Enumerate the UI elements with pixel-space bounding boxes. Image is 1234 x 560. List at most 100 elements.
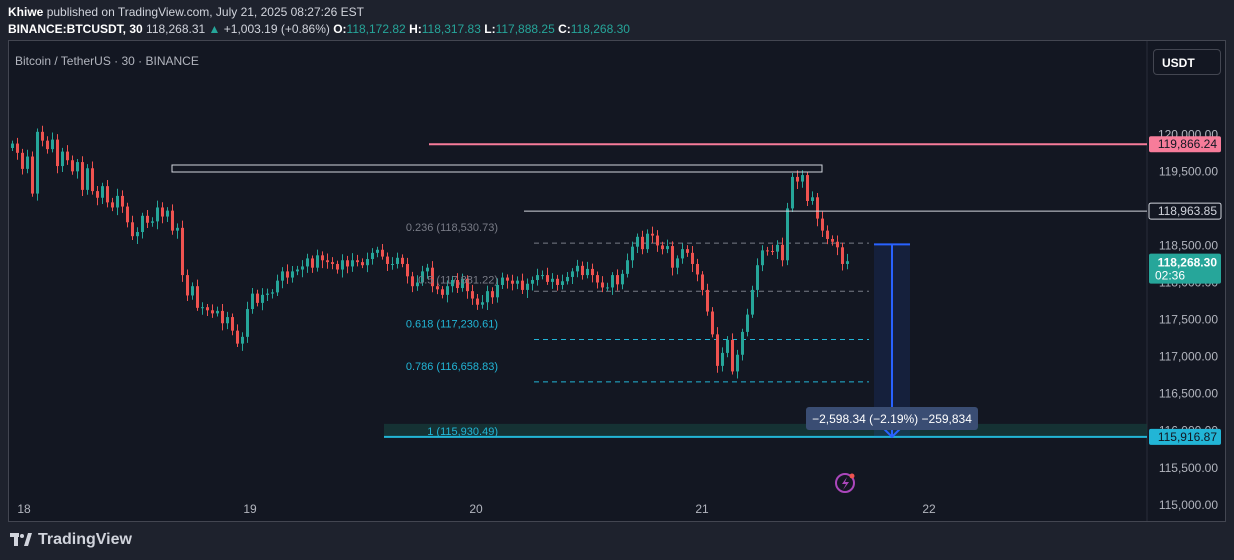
candle-body (26, 156, 29, 169)
current-price-tag: 118,268.30 (1158, 256, 1218, 270)
candle-body (366, 259, 369, 266)
candle-body (401, 257, 404, 264)
white-price-tag: 118,963.85 (1158, 204, 1217, 218)
candle-body (51, 139, 54, 150)
notification-dot (849, 473, 855, 479)
candle-body (331, 262, 334, 264)
y-tick-label: 118,500.00 (1159, 238, 1218, 252)
candle-body (741, 331, 744, 355)
ohlc-legend: BINANCE:BTCUSDT, 30 118,268.31 ▲ +1,003.… (8, 22, 630, 36)
candle-body (471, 291, 474, 299)
candle-body (601, 282, 604, 288)
candle-body (586, 268, 589, 276)
candle-body (156, 207, 159, 222)
candle-body (801, 175, 804, 182)
candle-body (791, 176, 794, 209)
candle-body (521, 280, 524, 290)
lightning-icon (835, 473, 855, 493)
candle-body (581, 265, 584, 276)
candle-body (346, 260, 349, 267)
target-price-tag: 115,916.87 (1158, 430, 1217, 444)
candle-body (461, 278, 464, 289)
candle-body (136, 232, 139, 237)
candle-body (181, 227, 184, 276)
y-tick-label: 116,500.00 (1159, 387, 1218, 401)
candle-body (466, 278, 469, 292)
chart-canvas[interactable]: 120,000.00119,500.00119,000.00118,500.00… (9, 41, 1225, 521)
measure-arrow-head (882, 427, 902, 439)
candle-body (81, 162, 84, 190)
candle-body (716, 334, 719, 366)
candle-body (576, 265, 579, 272)
candle-body (811, 197, 814, 201)
tradingview-brand[interactable]: TradingView (10, 531, 132, 549)
close-label: C: (558, 22, 571, 36)
candle-body (666, 246, 669, 250)
candle-body (266, 293, 269, 295)
measure-label-bg (806, 407, 978, 430)
candle-body (536, 275, 539, 281)
up-arrow-icon: ▲ (208, 22, 221, 36)
candle-body (541, 275, 544, 277)
candle-body (246, 309, 249, 337)
candle-body (621, 273, 624, 285)
candle-body (766, 250, 769, 252)
candle-body (606, 287, 609, 289)
chart-area[interactable]: 120,000.00119,500.00119,000.00118,500.00… (8, 40, 1226, 522)
tradingview-logo-icon (10, 533, 32, 546)
candle-body (326, 260, 329, 263)
candle-body (626, 260, 629, 274)
fib-label: 0.618 (117,230.61) (406, 319, 498, 331)
publish-info: published on TradingView.com, July 21, 2… (46, 5, 365, 19)
candle-body (256, 293, 259, 303)
candle-body (361, 262, 364, 266)
candle-body (476, 298, 479, 305)
fib-label: 1 (115,930.49) (427, 426, 498, 438)
brand-name: TradingView (38, 531, 132, 548)
low-label: L: (484, 22, 496, 36)
candle-body (311, 258, 314, 268)
candle-body (196, 286, 199, 308)
candle-body (566, 276, 569, 282)
candle-body (336, 263, 339, 270)
resistance-price-tag: 119,866.24 (1158, 137, 1217, 151)
close-value: 118,268.30 (570, 22, 630, 36)
fib-zone-band (384, 423, 1147, 438)
candle-body (806, 175, 809, 201)
candle-body (556, 278, 559, 285)
symbol-label: BINANCE:BTCUSDT, 30 (8, 22, 143, 36)
candle-body (551, 278, 554, 282)
candle-body (736, 354, 739, 372)
candle-body (441, 289, 444, 295)
candle-body (796, 176, 799, 182)
candle-body (151, 221, 154, 223)
candle-body (451, 280, 454, 287)
candle-body (356, 260, 359, 263)
currency-button[interactable]: USDT (1153, 49, 1221, 75)
candle-body (101, 186, 104, 198)
candle-body (201, 307, 204, 309)
candle-body (376, 249, 379, 253)
candle-body (561, 281, 564, 285)
candle-body (761, 250, 764, 266)
candle-body (651, 233, 654, 236)
candle-body (176, 227, 179, 231)
candle-body (491, 291, 494, 298)
candle-body (781, 244, 784, 261)
candle-body (16, 143, 19, 153)
candle-body (531, 280, 534, 284)
candle-body (31, 156, 34, 194)
candle-body (731, 339, 734, 372)
candle-body (216, 310, 219, 314)
candle-body (146, 215, 149, 223)
candle-body (746, 314, 749, 332)
candle-body (646, 233, 649, 250)
candle-body (656, 235, 659, 246)
candle-body (821, 218, 824, 231)
candle-body (11, 143, 14, 149)
candle-body (281, 271, 284, 281)
candle-body (611, 275, 614, 288)
candle-body (496, 284, 499, 298)
candle-body (91, 168, 94, 192)
publisher-name[interactable]: Khiwe (8, 5, 44, 19)
